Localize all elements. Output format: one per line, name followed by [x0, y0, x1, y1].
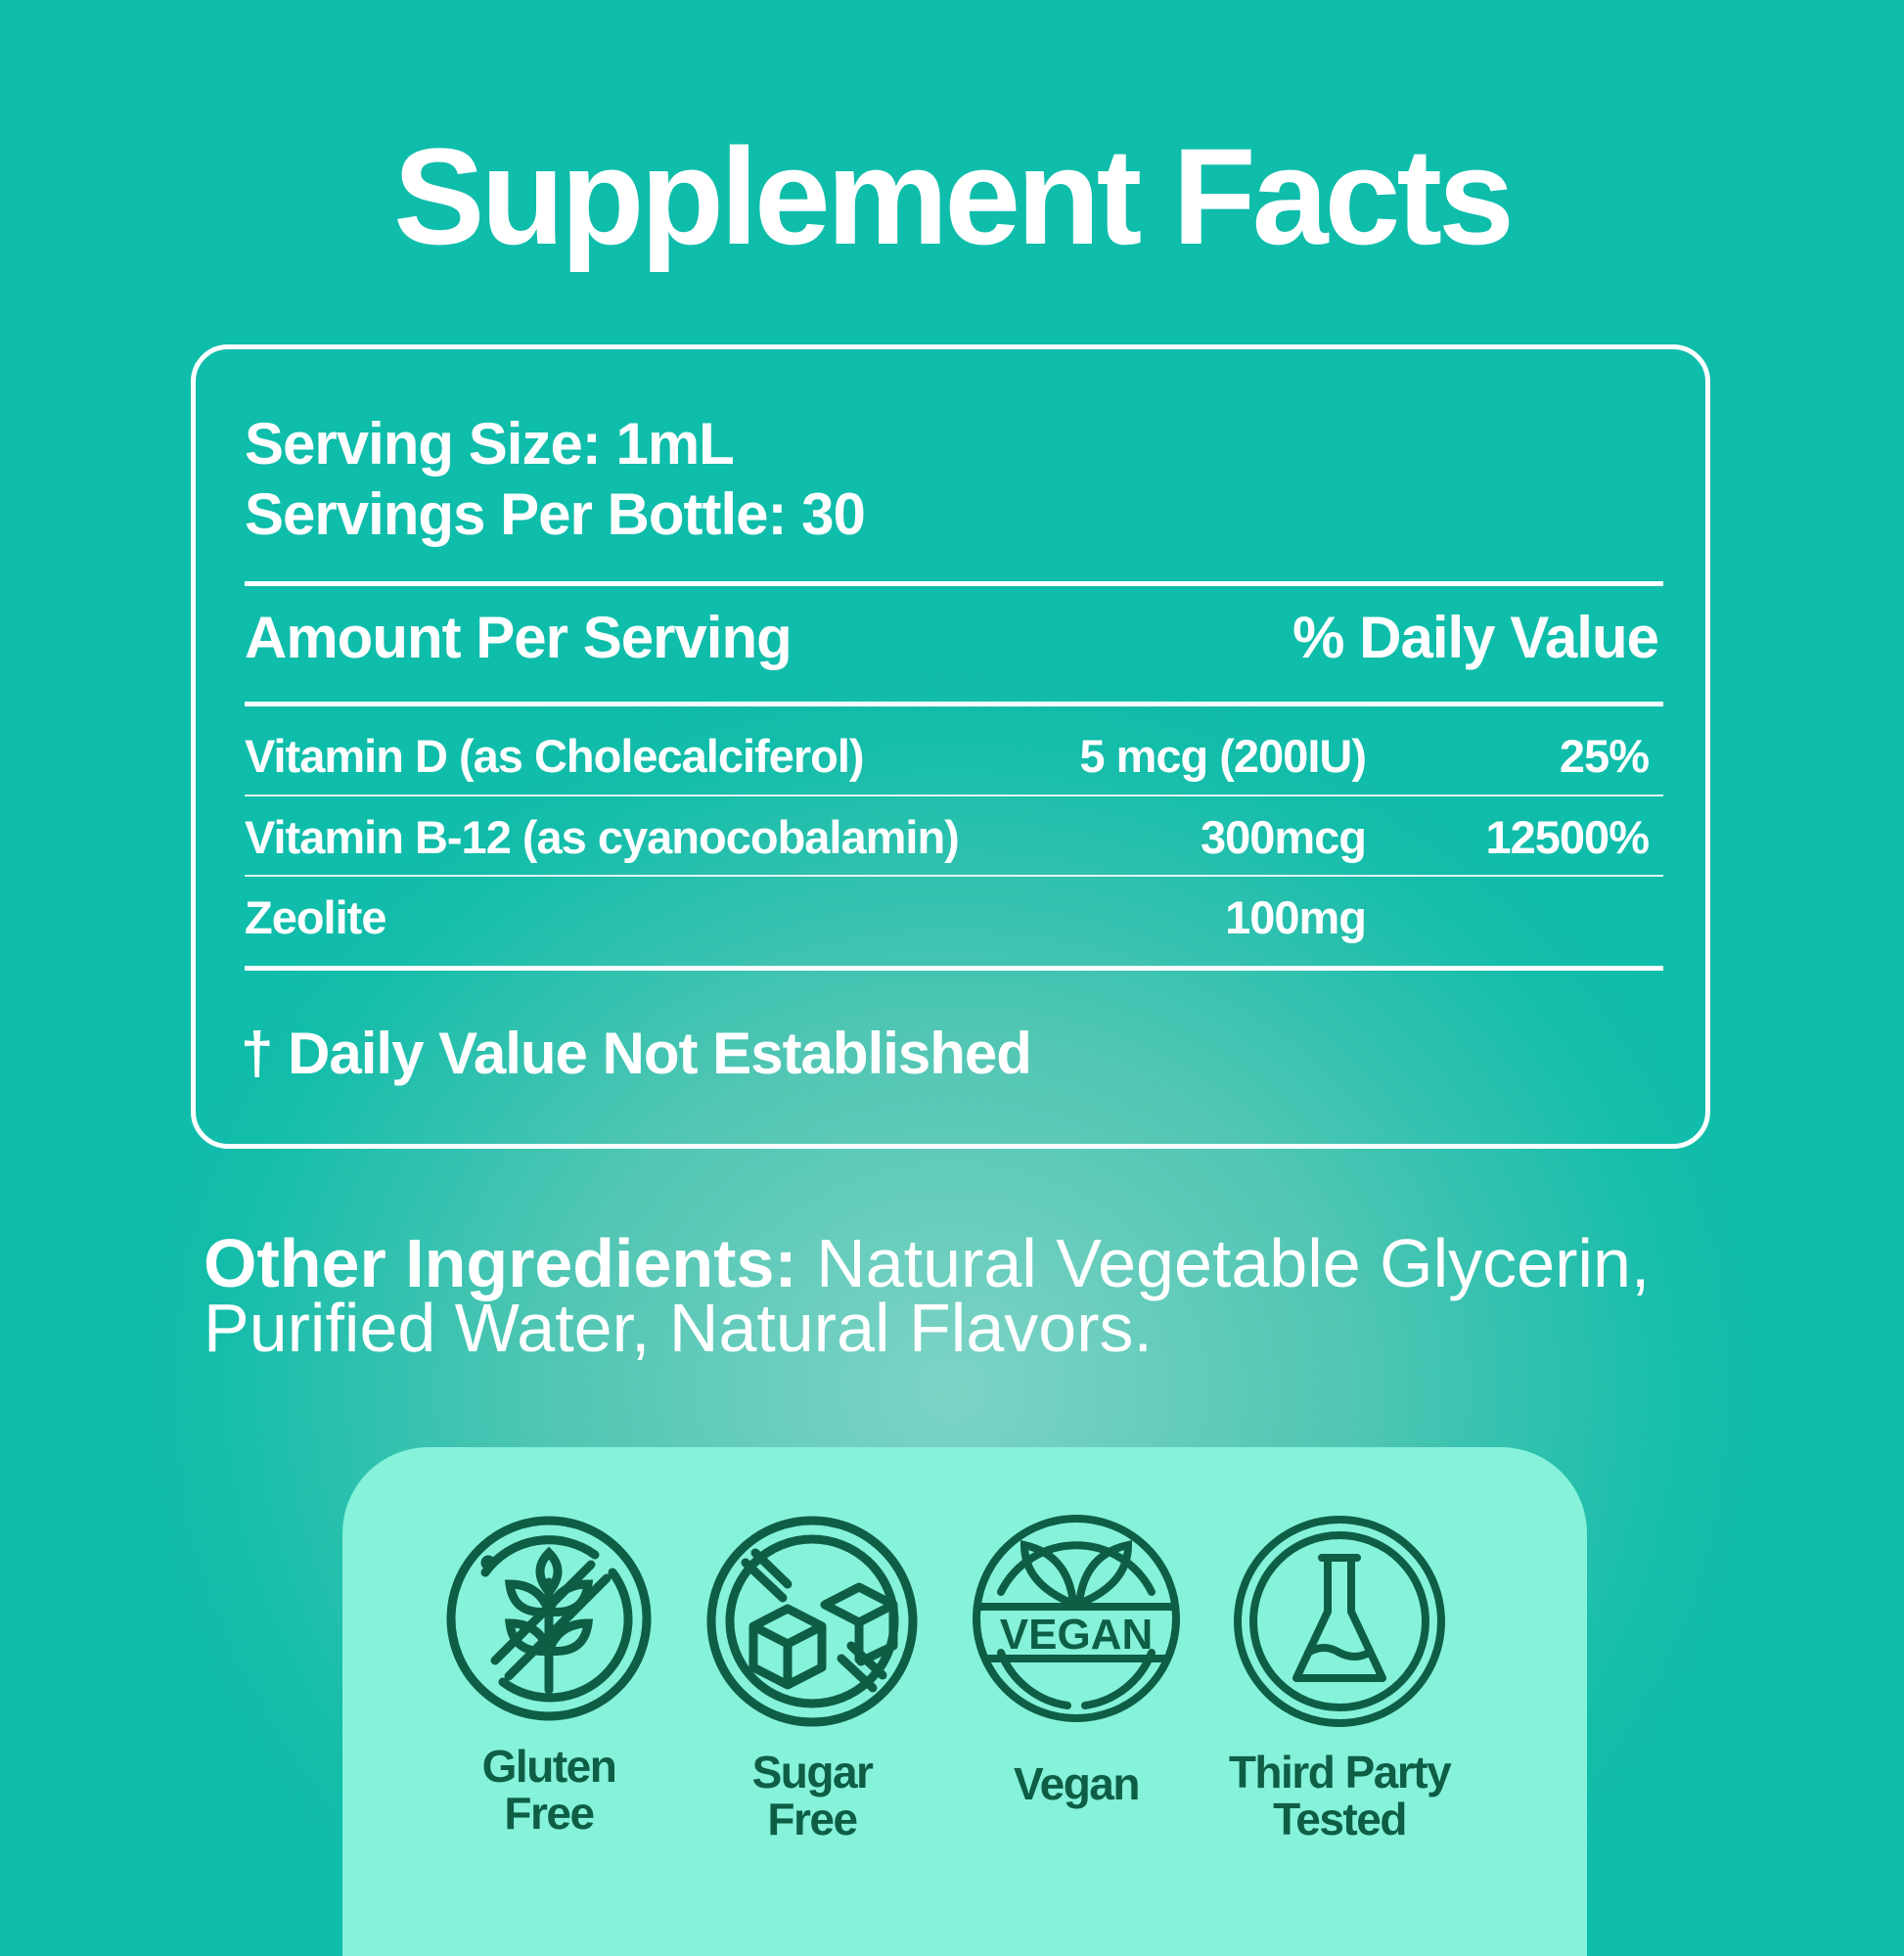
badge-third-party-tested: Third Party Tested: [1207, 1514, 1472, 1842]
servings-per-bottle: Servings Per Bottle: 30: [245, 481, 866, 547]
amount-header: Amount Per Serving: [245, 605, 793, 670]
badges-panel: Gluten Free Sugar Free VEGAN Vegan Third P…: [342, 1447, 1587, 1956]
page-title: Supplement Facts: [393, 119, 1515, 273]
divider: [245, 966, 1663, 971]
badge-label: Third Party Tested: [1228, 1747, 1452, 1844]
footnote: † Daily Value Not Established: [241, 1021, 1032, 1086]
svg-text:VEGAN: VEGAN: [1000, 1611, 1153, 1659]
divider: [245, 795, 1663, 796]
daily-value-header: % Daily Value: [1292, 605, 1659, 670]
divider: [245, 581, 1663, 586]
row-name: Vitamin D (as Cholecalciferol): [245, 730, 865, 782]
row-amount: 300mcg: [1200, 811, 1367, 863]
row-amount: 5 mcg (200IU): [1079, 730, 1367, 782]
row-name: Vitamin B-12 (as cyanocobalamin): [245, 811, 960, 863]
row-amount: 100mg: [1225, 891, 1367, 943]
row-name: Zeolite: [245, 891, 386, 943]
divider: [245, 702, 1663, 706]
badge-sugar-free: Sugar Free: [680, 1514, 944, 1842]
other-ingredients-label: Other Ingredients:: [204, 1225, 797, 1301]
badge-vegan: VEGAN Vegan: [944, 1514, 1208, 1807]
row-dv: 12500%: [1485, 811, 1650, 863]
badge-gluten-free: Gluten Free: [417, 1514, 681, 1837]
divider: [245, 875, 1663, 877]
other-ingredients-text: Natural Vegetable Glycerin, Purified Wat…: [204, 1225, 1651, 1366]
other-ingredients: Other Ingredients: Natural Vegetable Gly…: [204, 1229, 1730, 1362]
third-party-tested-icon: [1234, 1516, 1445, 1727]
row-dv: 25%: [1559, 730, 1650, 782]
gluten-free-icon: [446, 1516, 652, 1721]
badge-label: Vegan: [1013, 1758, 1141, 1809]
sugar-free-icon: [706, 1516, 918, 1727]
badge-label: Sugar Free: [751, 1747, 874, 1844]
badge-label: Gluten Free: [481, 1741, 617, 1839]
serving-size: Serving Size: 1mL: [245, 411, 735, 477]
supplement-facts-panel: Serving Size: 1mL Servings Per Bottle: 3…: [191, 344, 1710, 1149]
vegan-icon: VEGAN: [973, 1515, 1180, 1722]
